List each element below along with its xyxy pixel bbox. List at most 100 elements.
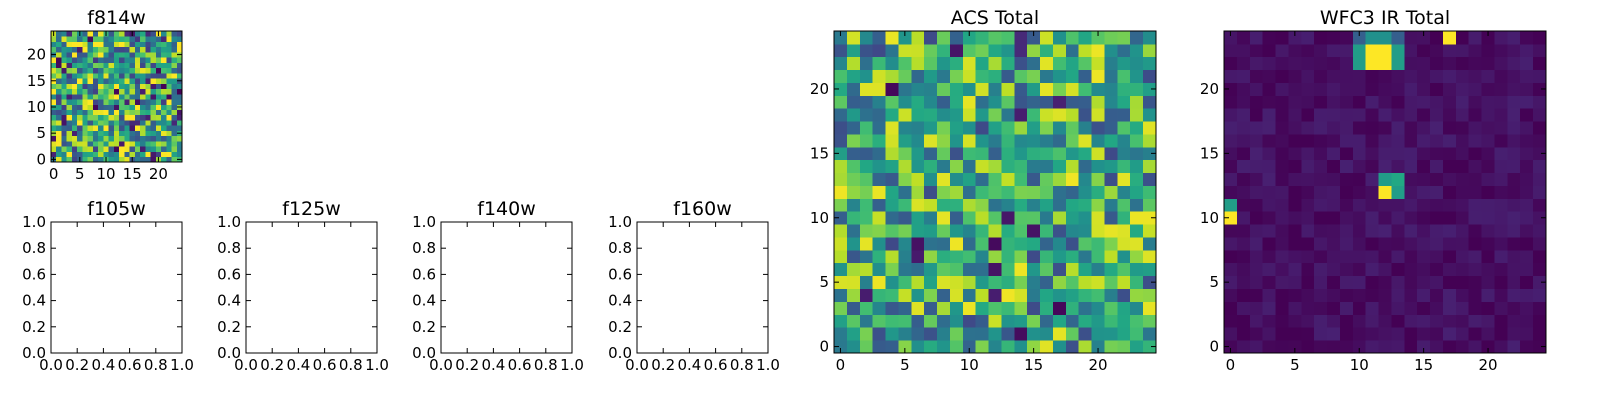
heatmap-cell <box>92 99 99 105</box>
heatmap-cell <box>129 151 136 158</box>
heatmap-cell <box>77 62 83 69</box>
heatmap-cell <box>1117 327 1131 341</box>
heatmap-cell <box>885 224 899 238</box>
heatmap-cell <box>108 62 115 69</box>
heatmap-cell <box>1117 146 1131 161</box>
y-tick-label: 0 <box>36 150 46 168</box>
heatmap-cell <box>87 46 94 53</box>
heatmap-cell <box>1520 108 1534 122</box>
heatmap-cell <box>949 108 964 122</box>
heatmap-cell <box>1091 108 1105 122</box>
heatmap-cell <box>885 43 899 58</box>
heatmap-cell <box>71 41 78 48</box>
heatmap-cell <box>1065 172 1080 186</box>
heatmap-cell <box>988 185 1002 199</box>
heatmap-cell <box>1249 185 1264 199</box>
heatmap-cell <box>129 36 136 42</box>
heatmap-cell <box>98 51 104 58</box>
heatmap-cell <box>975 31 989 45</box>
heatmap-cell <box>155 109 162 116</box>
x-tick-label: 5 <box>75 165 85 183</box>
heatmap-cell <box>1224 198 1238 212</box>
heatmap-cell <box>1417 288 1431 302</box>
heatmap-cell <box>988 262 1002 277</box>
heatmap-cell <box>140 104 146 110</box>
heatmap-cell <box>1143 146 1157 161</box>
heatmap-cell <box>834 95 848 109</box>
heatmap-cell <box>56 135 62 142</box>
x-tick-label: 0.2 <box>651 356 675 374</box>
heatmap-cell <box>975 56 989 71</box>
heatmap-cell <box>1533 340 1547 354</box>
heatmap-cell <box>1365 249 1379 264</box>
heatmap-cell <box>51 109 57 116</box>
heatmap-cell <box>1143 121 1157 135</box>
heatmap-cell <box>1442 134 1457 148</box>
heatmap-cell <box>166 130 172 137</box>
heatmap-cell <box>56 146 62 152</box>
heatmap-cell <box>1327 224 1341 238</box>
heatmap-cell <box>103 120 110 126</box>
heatmap-cell <box>962 275 977 289</box>
heatmap-cell <box>1224 146 1238 161</box>
heatmap-cell <box>924 95 938 109</box>
heatmap-cell <box>1507 108 1521 122</box>
heatmap-cell <box>1520 43 1534 58</box>
heatmap-cell <box>949 69 964 83</box>
heatmap-cell <box>1104 159 1118 174</box>
heatmap-cell <box>1507 134 1521 148</box>
heatmap-cell <box>975 134 989 148</box>
heatmap-cell <box>1481 159 1495 174</box>
heatmap-cell <box>51 125 57 131</box>
heatmap-cell <box>1027 237 1041 251</box>
heatmap-cell <box>124 130 130 137</box>
heatmap-cell <box>937 249 951 264</box>
heatmap-cell <box>1481 56 1495 71</box>
heatmap-cell <box>1533 198 1547 212</box>
heatmap-cell <box>1091 288 1105 302</box>
heatmap-cell <box>1065 108 1080 122</box>
heatmap-cell <box>1301 56 1315 71</box>
heatmap-cell <box>872 211 886 225</box>
heatmap-cell <box>161 141 167 147</box>
heatmap-cell <box>134 72 141 79</box>
heatmap-cell <box>140 57 146 63</box>
heatmap-cell <box>155 141 162 147</box>
heatmap-cell <box>1327 275 1341 289</box>
heatmap-cell <box>155 151 162 158</box>
heatmap-cell <box>1520 211 1534 225</box>
heatmap-cell <box>1117 185 1131 199</box>
heatmap-cell <box>1224 301 1238 315</box>
y-tick-label: 0.4 <box>217 292 241 310</box>
heatmap-cell <box>82 88 89 95</box>
heatmap-cell <box>103 99 110 105</box>
heatmap-cell <box>1455 69 1470 83</box>
heatmap-cell <box>872 327 886 341</box>
heatmap-cell <box>1143 56 1157 71</box>
heatmap-cell <box>834 288 848 302</box>
heatmap-cell <box>1262 314 1276 328</box>
heatmap-cell <box>1468 198 1482 212</box>
heatmap-cell <box>140 67 146 74</box>
heatmap-cell <box>1339 185 1354 199</box>
heatmap-cell <box>56 41 62 48</box>
heatmap-cell <box>834 121 848 135</box>
heatmap-cell <box>171 62 178 69</box>
heatmap-cell <box>962 288 977 302</box>
heatmap-cell <box>82 41 89 48</box>
heatmap-cell <box>98 31 104 37</box>
heatmap-cell <box>1078 146 1092 161</box>
heatmap-cell <box>1027 56 1041 71</box>
heatmap-cell <box>988 314 1002 328</box>
heatmap-cell <box>103 46 110 53</box>
heatmap-cell <box>1327 327 1341 341</box>
heatmap-cell <box>1288 121 1302 135</box>
heatmap-cell <box>176 109 183 116</box>
heatmap-cell <box>1275 198 1289 212</box>
heatmap-cell <box>1533 95 1547 109</box>
heatmap-cell <box>129 125 136 131</box>
heatmap-cell <box>1352 262 1367 277</box>
heatmap-cell <box>1352 69 1367 83</box>
heatmap-cell <box>872 172 886 186</box>
heatmap-cell <box>1001 31 1015 45</box>
